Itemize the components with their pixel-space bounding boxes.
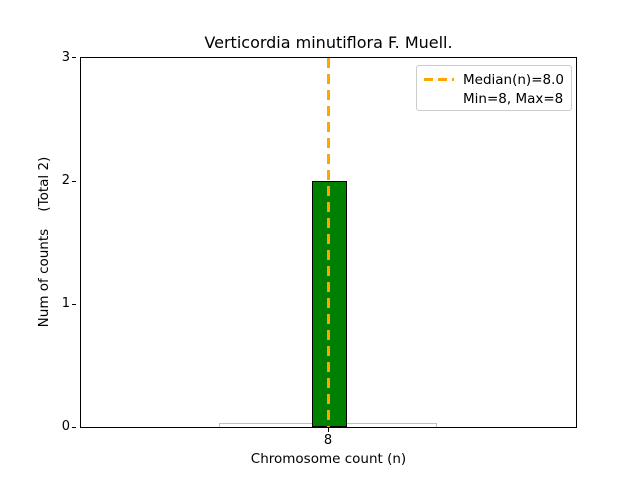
y-axis-label: Num of counts (Total 2) (36, 156, 52, 328)
legend-row-median: Median(n)=8.0 (424, 70, 564, 89)
median-dashed-line (327, 58, 330, 427)
y-tick-label-1: 1 (61, 296, 70, 311)
legend-row-minmax: Min=8, Max=8 (424, 89, 563, 108)
legend-median-label: Median(n)=8.0 (463, 71, 564, 88)
legend-box: Median(n)=8.0 Min=8, Max=8 (416, 65, 572, 111)
y-tick-label-3: 3 (61, 50, 70, 65)
x-tick-mark-8 (328, 428, 329, 432)
y-tick-mark-2 (72, 181, 76, 182)
median-line-legend-swatch (424, 78, 454, 81)
y-tick-mark-3 (72, 57, 76, 58)
x-tick-label-8: 8 (323, 433, 333, 448)
y-tick-mark-1 (72, 304, 76, 305)
y-tick-mark-0 (72, 427, 76, 428)
plot-area (80, 57, 577, 428)
chart-title: Verticordia minutiflora F. Muell. (204, 33, 453, 52)
legend-minmax-label: Min=8, Max=8 (463, 90, 564, 107)
x-axis-label: Chromosome count (n) (250, 451, 407, 467)
y-tick-label-0: 0 (61, 419, 70, 434)
y-tick-label-2: 2 (61, 173, 70, 188)
